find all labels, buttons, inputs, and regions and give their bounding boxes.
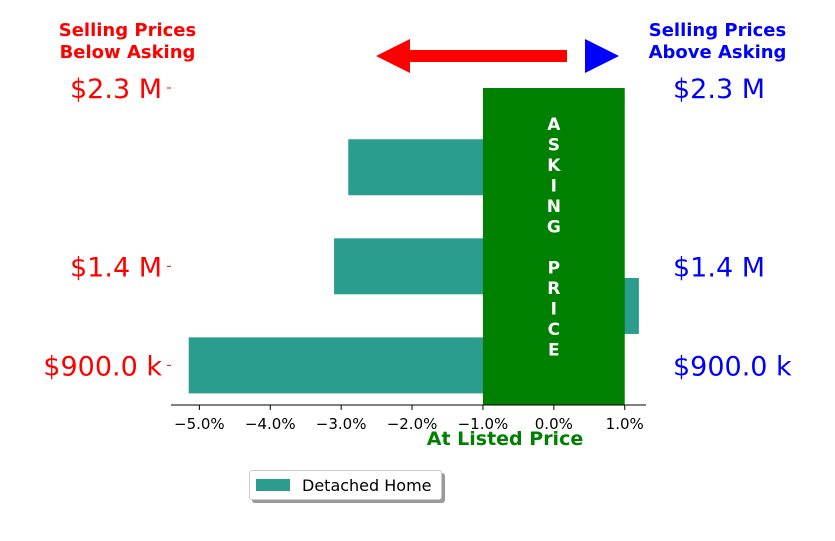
y-tick-label-right-0: $900.0 k bbox=[673, 351, 792, 382]
y-tick-label-right-2: $2.3 M bbox=[673, 74, 765, 105]
y-tick-label-left-2: $2.3 M bbox=[70, 74, 162, 105]
asking-price-band bbox=[482, 88, 625, 405]
x-tick-label-6: 1.0% bbox=[606, 415, 644, 433]
legend-label: Detached Home bbox=[302, 475, 432, 495]
y-tick-label-left-1: $1.4 M bbox=[70, 252, 162, 283]
x-tick-label-5: 0.0% bbox=[535, 415, 573, 433]
header-above-line1: Selling Prices bbox=[648, 20, 787, 41]
legend: Detached Home bbox=[249, 470, 442, 500]
x-tick-label-4: −1.0% bbox=[458, 415, 509, 433]
y-tick-label-right-1: $1.4 M bbox=[673, 252, 765, 283]
header-above-asking: Selling Prices Above Asking bbox=[630, 20, 805, 64]
x-tick-label-3: −2.0% bbox=[387, 415, 438, 433]
legend-swatch bbox=[256, 479, 290, 491]
below-asking-arrow-icon bbox=[376, 39, 567, 73]
x-tick-label-1: −4.0% bbox=[245, 415, 296, 433]
header-above-line2: Above Asking bbox=[648, 42, 787, 63]
x-tick-label-0: −5.0% bbox=[174, 415, 225, 433]
header-below-line2: Below Asking bbox=[59, 42, 196, 63]
x-tick-label-2: −3.0% bbox=[316, 415, 367, 433]
y-tick-label-left-0: $900.0 k bbox=[43, 351, 162, 382]
header-below-line1: Selling Prices bbox=[58, 20, 197, 41]
x-axis-title: At Listed Price bbox=[427, 428, 583, 450]
header-below-asking: Selling Prices Below Asking bbox=[40, 20, 215, 64]
above-asking-arrow-icon bbox=[585, 39, 619, 73]
